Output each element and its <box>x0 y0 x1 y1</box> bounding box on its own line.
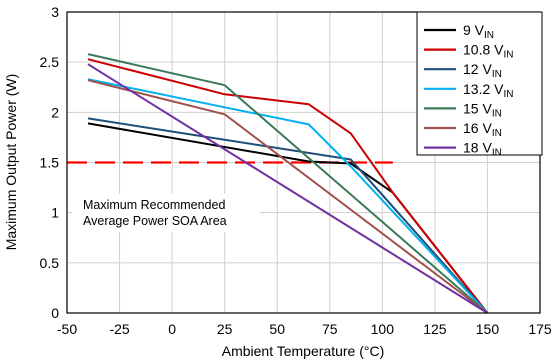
series-line-3 <box>87 78 489 314</box>
legend-label: 9 VIN <box>463 22 494 41</box>
y-tick-labels: 0 0.5 1 1.5 2 2.5 3 <box>40 4 60 321</box>
soa-annotation: Maximum Recommended Average Power SOA Ar… <box>72 194 260 232</box>
legend-label: 16 VIN <box>463 120 502 139</box>
x-tick-label: 150 <box>476 321 500 337</box>
legend-label: 15 VIN <box>463 100 502 119</box>
annotation-line-1: Maximum Recommended <box>83 198 225 212</box>
x-tick-labels: -50 -25 0 25 50 75 100 125 150 175 <box>57 321 552 337</box>
legend-label: 18 VIN <box>463 140 502 159</box>
y-axis-title: Maximum Output Power (W) <box>3 74 19 251</box>
y-tick-label: 2.5 <box>40 54 60 70</box>
legend-label: 13.2 VIN <box>463 81 513 100</box>
y-tick-label: 0 <box>51 305 59 321</box>
y-tick-label: 1.5 <box>40 155 60 171</box>
x-axis-title: Ambient Temperature (°C) <box>222 343 385 359</box>
x-tick-label: 100 <box>371 321 395 337</box>
x-tick-label: -50 <box>57 321 77 337</box>
legend-box <box>416 11 543 156</box>
x-tick-label: -25 <box>109 321 129 337</box>
annotation-box <box>72 194 260 232</box>
x-tick-label: 175 <box>528 321 552 337</box>
x-tick-label: 75 <box>322 321 338 337</box>
legend-label: 12 VIN <box>463 61 502 80</box>
series-line-6 <box>87 63 488 314</box>
x-tick-label: 0 <box>168 321 176 337</box>
y-tick-label: 3 <box>51 4 59 20</box>
x-tick-label: 25 <box>217 321 233 337</box>
y-tick-label: 2 <box>51 104 59 120</box>
series-line-2 <box>87 117 489 314</box>
plot-frame <box>66 11 541 314</box>
x-tick-label: 125 <box>423 321 447 337</box>
series-layer <box>87 53 489 314</box>
series-line-4 <box>87 53 489 314</box>
legend-label: 10.8 VIN <box>463 42 513 61</box>
series-line-1 <box>87 58 489 314</box>
y-tick-label: 1 <box>51 205 59 221</box>
annotation-line-2: Average Power SOA Area <box>83 214 227 228</box>
y-tick-label: 0.5 <box>40 255 60 271</box>
x-tick-label: 50 <box>269 321 285 337</box>
